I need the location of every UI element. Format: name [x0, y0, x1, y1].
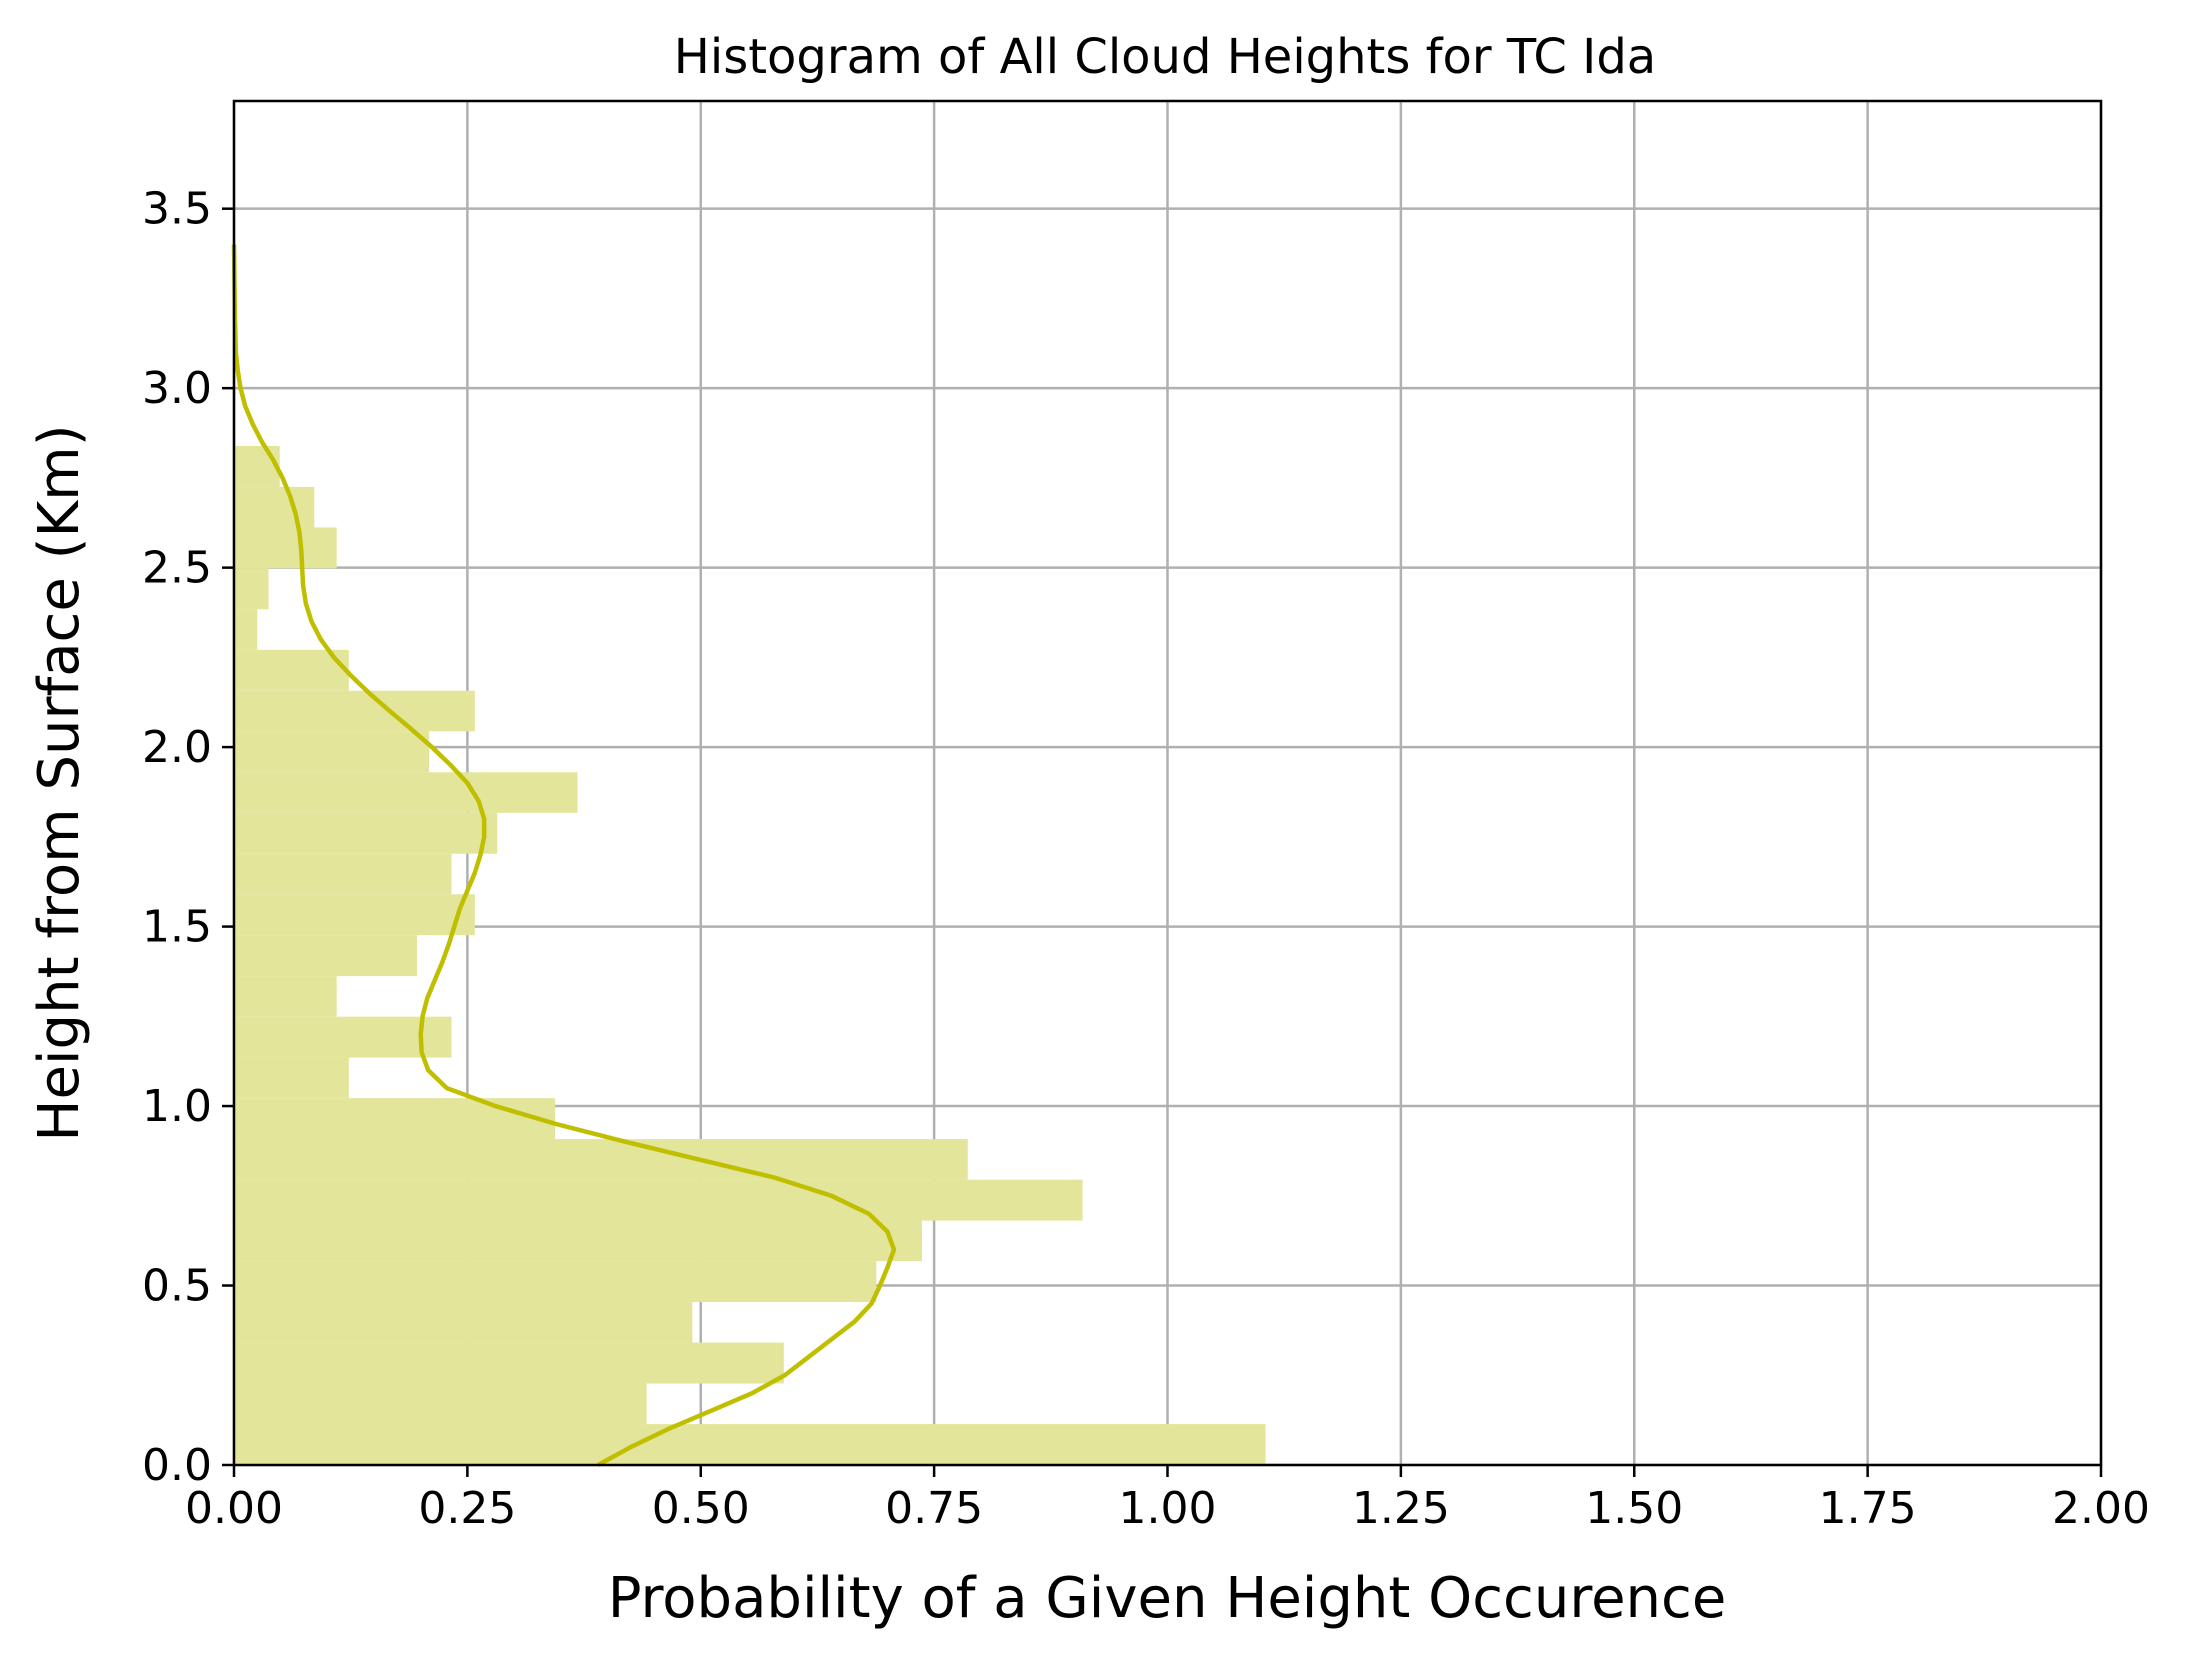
- histogram-bar: [234, 609, 258, 650]
- histogram-bars: [234, 445, 1266, 1465]
- kde-curve: [231, 244, 897, 1467]
- axis-ticks: 0.00 0.25 0.50 0.75 1.00 1.25 1.50 1.75 2.00 0.0 0…: [142, 184, 2150, 1534]
- y-tick-label: 1.5: [142, 902, 212, 953]
- x-tick-label: 1.25: [1352, 1483, 1450, 1534]
- chart-title: Histogram of All Cloud Heights for TC Id…: [674, 29, 1656, 85]
- y-tick-label: 2.5: [142, 543, 212, 594]
- x-tick-label: 0.75: [885, 1483, 983, 1534]
- histogram-bar: [234, 1098, 556, 1140]
- x-tick-label: 2.00: [2052, 1483, 2150, 1534]
- histogram-bar: [234, 1179, 1083, 1221]
- histogram-bar: [234, 1302, 693, 1343]
- histogram-bar: [234, 935, 417, 977]
- x-tick-label: 0.50: [652, 1483, 750, 1534]
- y-tick-label: 0.0: [142, 1440, 212, 1491]
- histogram-bar: [234, 894, 475, 936]
- x-axis-label: Probability of a Given Height Occurence: [608, 1566, 1727, 1631]
- y-tick-label: 0.5: [142, 1261, 212, 1312]
- histogram-bar: [234, 1220, 922, 1262]
- histogram-bar: [234, 527, 337, 569]
- y-tick-label: 2.0: [142, 722, 212, 773]
- y-axis-label: Height from Surface (Km): [27, 424, 92, 1141]
- histogram-bar: [234, 853, 452, 895]
- y-tick-label: 1.0: [142, 1081, 212, 1132]
- x-tick-label: 1.75: [1819, 1483, 1917, 1534]
- x-tick-label: 0.00: [185, 1483, 283, 1534]
- histogram-bar: [234, 1016, 452, 1058]
- histogram-bar: [234, 1342, 784, 1384]
- histogram-bar: [234, 1383, 647, 1425]
- histogram-bar: [234, 568, 269, 610]
- x-tick-label: 1.50: [1585, 1483, 1683, 1534]
- histogram-bar: [234, 1424, 1266, 1465]
- histogram-bar: [234, 445, 280, 487]
- x-tick-label: 1.00: [1119, 1483, 1217, 1534]
- histogram-bar: [234, 1261, 877, 1303]
- histogram-bar: [234, 731, 430, 773]
- histogram-bar: [234, 1139, 968, 1180]
- y-tick-label: 3.5: [142, 184, 212, 235]
- histogram-bar: [234, 649, 349, 691]
- x-tick-label: 0.25: [418, 1483, 516, 1534]
- histogram-bar: [234, 812, 498, 854]
- histogram-bar: [234, 772, 578, 813]
- histogram-bar: [234, 690, 475, 732]
- histogram-bar: [234, 1057, 349, 1099]
- y-tick-label: 3.0: [142, 363, 212, 414]
- histogram-bar: [234, 976, 337, 1017]
- histogram-bar: [234, 486, 315, 528]
